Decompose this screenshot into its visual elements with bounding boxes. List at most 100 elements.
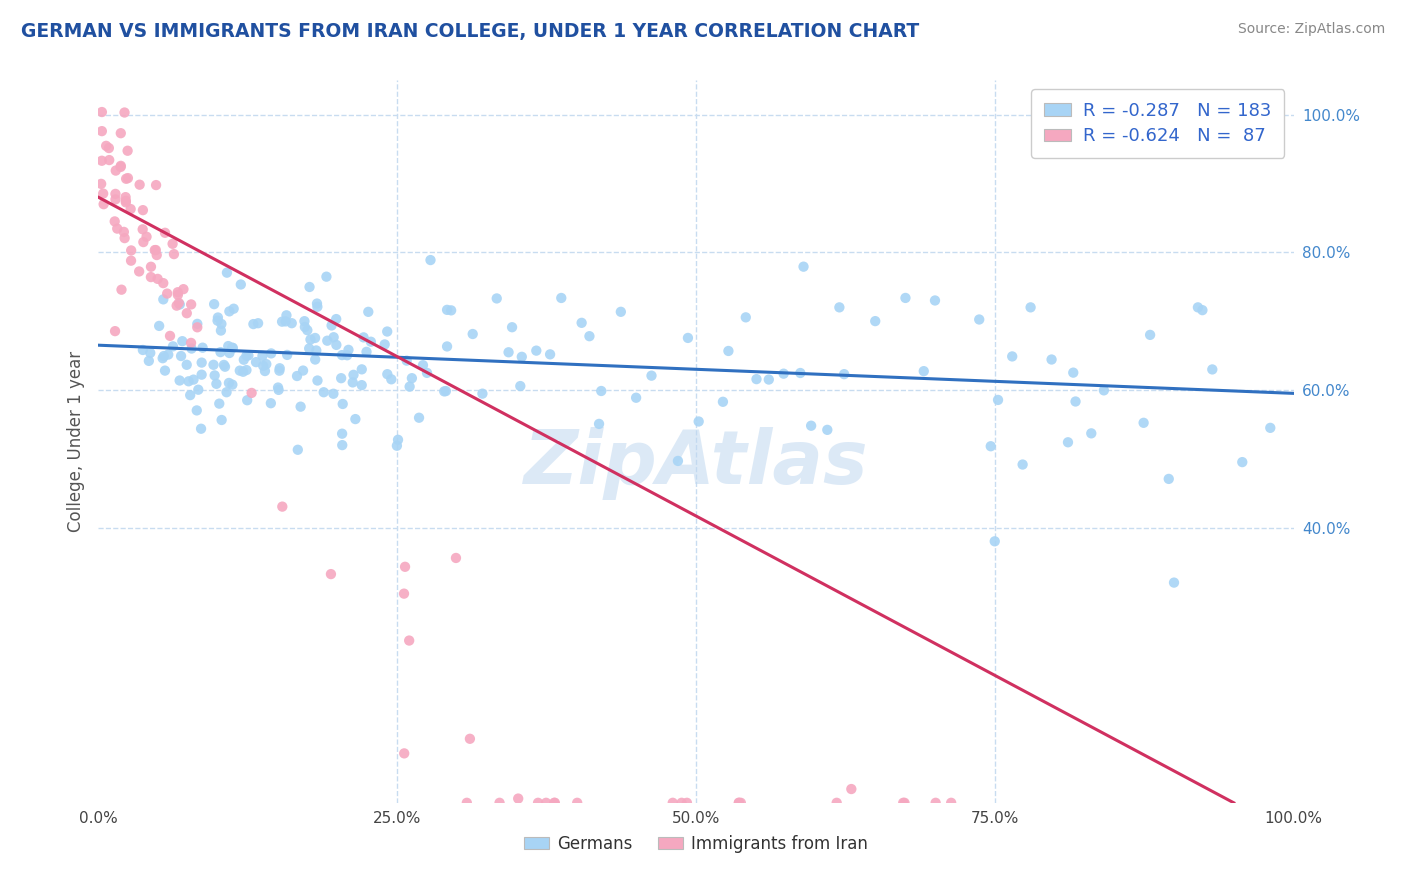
Point (509, 379, 531, 393)
Text: ZipAtlas: ZipAtlas (523, 426, 869, 500)
Point (145, 248, 167, 262)
Point (152, 351, 174, 366)
Point (924, 796, 946, 810)
Point (321, 318, 343, 333)
Point (285, 369, 308, 384)
Point (893, 796, 915, 810)
Point (305, 296, 328, 310)
Point (110, 126, 132, 140)
Point (319, 567, 342, 582)
Point (269, 361, 291, 376)
Point (260, 346, 283, 360)
Point (610, 305, 633, 319)
Point (527, 796, 550, 810)
Point (793, 260, 815, 274)
Point (235, 363, 257, 377)
Point (717, 343, 740, 358)
Legend: Germans, Immigrants from Iran: Germans, Immigrants from Iran (517, 828, 875, 860)
Point (375, 367, 398, 381)
Point (90, 105, 112, 120)
Point (157, 348, 180, 362)
Point (114, 190, 136, 204)
Point (416, 366, 439, 380)
Point (392, 587, 415, 601)
Point (578, 329, 600, 343)
Point (841, 782, 863, 797)
Point (1057, 435, 1080, 450)
Point (186, 317, 208, 331)
Point (153, 363, 176, 377)
Point (385, 439, 408, 453)
Point (167, 288, 190, 302)
Point (1139, 327, 1161, 342)
Point (163, 247, 186, 261)
Point (132, 343, 155, 357)
Point (90, 177, 112, 191)
Point (271, 500, 294, 514)
Point (330, 371, 353, 385)
Point (298, 280, 321, 294)
Point (550, 291, 572, 305)
Point (543, 796, 565, 810)
Point (356, 344, 378, 359)
Point (1011, 458, 1033, 472)
Point (374, 337, 396, 351)
Point (967, 312, 990, 326)
Point (436, 302, 458, 317)
Point (337, 343, 360, 357)
Point (375, 325, 398, 339)
Point (676, 331, 699, 345)
Point (316, 334, 339, 348)
Point (307, 300, 329, 314)
Point (688, 415, 710, 429)
Point (544, 796, 567, 810)
Point (104, 324, 127, 338)
Point (287, 442, 309, 457)
Point (380, 372, 402, 386)
Point (245, 355, 267, 369)
Point (204, 368, 226, 383)
Point (458, 731, 481, 746)
Point (322, 330, 344, 344)
Point (1064, 394, 1087, 409)
Point (215, 385, 238, 400)
Point (350, 362, 373, 376)
Point (112, 225, 135, 239)
Point (131, 222, 153, 236)
Point (350, 378, 373, 392)
Point (145, 178, 167, 192)
Point (153, 226, 176, 240)
Point (501, 320, 523, 334)
Point (104, 163, 127, 178)
Point (412, 358, 434, 372)
Point (671, 796, 693, 810)
Point (444, 551, 467, 566)
Point (1258, 421, 1281, 435)
Point (218, 304, 240, 318)
Point (110, 160, 132, 174)
Point (894, 291, 917, 305)
Point (941, 796, 963, 810)
Point (120, 202, 142, 216)
Point (1080, 426, 1102, 441)
Point (132, 203, 155, 218)
Point (232, 365, 254, 379)
Point (187, 383, 209, 397)
Point (207, 313, 229, 327)
Point (865, 314, 887, 328)
Point (156, 286, 179, 301)
Point (169, 374, 191, 388)
Point (434, 384, 457, 398)
Point (148, 318, 170, 333)
Point (267, 383, 290, 397)
Point (90, 153, 112, 168)
Point (325, 338, 347, 352)
Point (828, 301, 851, 315)
Point (128, 178, 150, 192)
Point (183, 373, 205, 387)
Point (508, 791, 530, 805)
Point (186, 403, 208, 417)
Point (97, 141, 120, 155)
Point (280, 316, 302, 330)
Point (661, 796, 683, 810)
